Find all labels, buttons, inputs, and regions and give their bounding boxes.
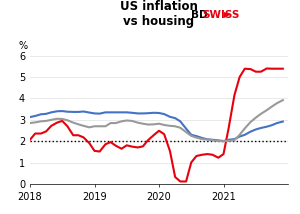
Title: US inflation
vs housing: US inflation vs housing xyxy=(120,0,198,28)
Text: %: % xyxy=(18,40,27,51)
Text: SWISS: SWISS xyxy=(202,10,240,20)
Text: BD: BD xyxy=(190,10,207,20)
Text: ▶: ▶ xyxy=(224,10,230,19)
